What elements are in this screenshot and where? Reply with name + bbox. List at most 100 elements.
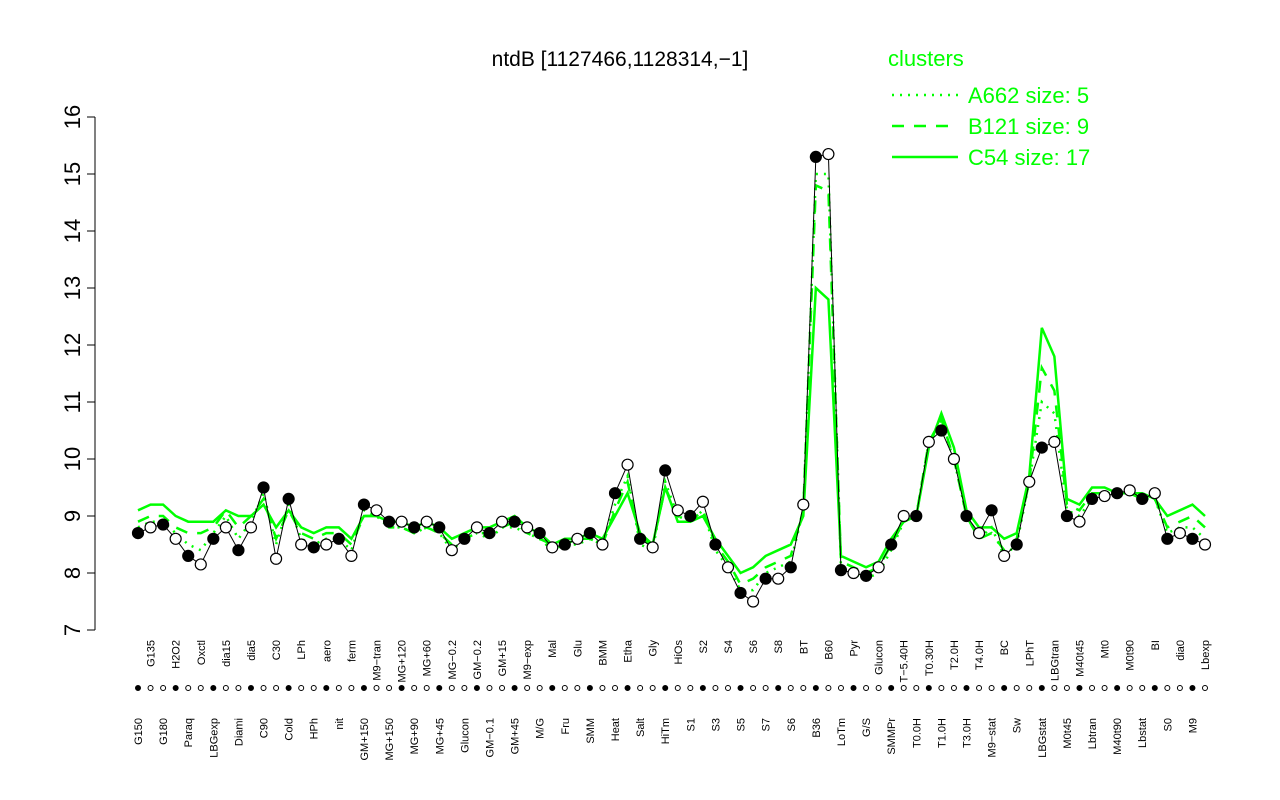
rug-point <box>549 685 556 691</box>
rug-point <box>863 685 870 691</box>
rug-point <box>913 685 920 691</box>
point <box>596 538 609 551</box>
rug-point <box>800 685 807 691</box>
x-tick-label: LPh <box>296 640 308 660</box>
point <box>809 150 822 163</box>
rug-point <box>925 685 932 691</box>
point <box>521 521 534 534</box>
rug-point <box>260 685 267 691</box>
x-tick-label: LBGexp <box>208 718 220 758</box>
point <box>420 515 433 528</box>
rug-point <box>699 685 706 691</box>
rug-point <box>1076 685 1083 691</box>
y-tick-label: 7 <box>60 624 85 636</box>
rug-point <box>674 685 681 691</box>
point <box>998 549 1011 563</box>
x-tick-label: C30 <box>271 640 283 660</box>
point <box>508 515 521 528</box>
rug-point <box>1114 685 1121 691</box>
rug-point <box>724 685 731 691</box>
point <box>1148 487 1161 500</box>
x-tick-label: S2 <box>698 640 710 653</box>
point <box>1123 484 1136 497</box>
point <box>395 515 408 528</box>
legend-label: C54 size: 17 <box>968 145 1090 170</box>
point <box>357 498 371 511</box>
point <box>885 538 898 551</box>
rug-point <box>373 685 380 691</box>
point <box>1048 435 1061 448</box>
rug-point <box>524 685 531 691</box>
point <box>859 569 873 582</box>
point <box>370 504 383 517</box>
x-tick-label: Pyr <box>849 640 861 657</box>
rug-point <box>448 685 455 691</box>
rug-point <box>574 685 581 691</box>
rug-point <box>825 685 832 691</box>
point <box>295 538 308 551</box>
point <box>495 515 509 528</box>
rug-point <box>1139 685 1146 691</box>
rug-point <box>1164 685 1171 691</box>
point <box>546 541 559 554</box>
x-tick-label: GM+45 <box>510 718 522 754</box>
point <box>834 564 848 577</box>
y-tick-label: 11 <box>60 391 85 414</box>
x-tick-label: S6 <box>786 718 798 731</box>
rug-point <box>160 685 167 691</box>
x-tick-label: GM+15 <box>497 640 509 676</box>
x-tick-label: Cold <box>284 718 296 741</box>
point <box>1073 515 1086 528</box>
point <box>320 538 333 551</box>
rug-point <box>1051 685 1058 691</box>
point <box>282 492 295 505</box>
rug-point <box>511 685 518 691</box>
rug-point <box>662 685 669 691</box>
point <box>772 572 785 585</box>
rug-point <box>812 685 819 691</box>
rug-point <box>185 685 192 691</box>
rug-point <box>135 685 141 691</box>
point <box>634 532 647 545</box>
point <box>219 521 232 534</box>
rug-point <box>599 685 606 691</box>
x-tick-label: T1.0H <box>936 718 948 748</box>
x-tick-label: BC <box>999 640 1011 655</box>
point <box>345 549 358 563</box>
point <box>1098 489 1111 503</box>
point <box>759 572 772 585</box>
point <box>721 561 735 574</box>
rug-point <box>649 685 656 691</box>
x-tick-label: Lbstat <box>1137 718 1149 748</box>
x-tick-label: MG+60 <box>422 640 434 676</box>
x-tick-label: M9−stat <box>987 718 999 757</box>
chart-title: ntdB [1127466,1128314,−1] <box>492 48 749 71</box>
point <box>1085 492 1099 505</box>
y-tick-label: 13 <box>60 276 85 300</box>
x-tick-label: dia5 <box>246 640 258 661</box>
x-tick-label: T4.0H <box>974 640 986 670</box>
point <box>1023 475 1036 488</box>
x-tick-label: LPhT <box>1024 640 1036 667</box>
x-tick-label: dia0 <box>1175 640 1187 661</box>
point <box>1173 526 1186 540</box>
x-tick-label: Etha <box>623 639 635 663</box>
x-tick-label: S0 <box>1162 718 1174 731</box>
point <box>157 518 170 531</box>
rug-point <box>712 685 719 691</box>
x-tick-label: H2O2 <box>171 640 183 669</box>
point <box>621 458 634 471</box>
x-tick-label: BMM <box>597 640 609 666</box>
rug-point <box>461 685 468 691</box>
rug-point <box>1189 685 1196 691</box>
point <box>872 561 885 574</box>
x-tick-label: Diami <box>233 718 245 746</box>
rug-point <box>787 685 794 691</box>
rug-point <box>1026 685 1033 691</box>
point <box>533 526 546 540</box>
x-tick-label: T0.0H <box>911 718 923 748</box>
rug-point <box>1001 685 1008 691</box>
point <box>458 532 471 545</box>
point <box>1035 441 1048 454</box>
x-tick-label: MG+120 <box>397 640 409 683</box>
